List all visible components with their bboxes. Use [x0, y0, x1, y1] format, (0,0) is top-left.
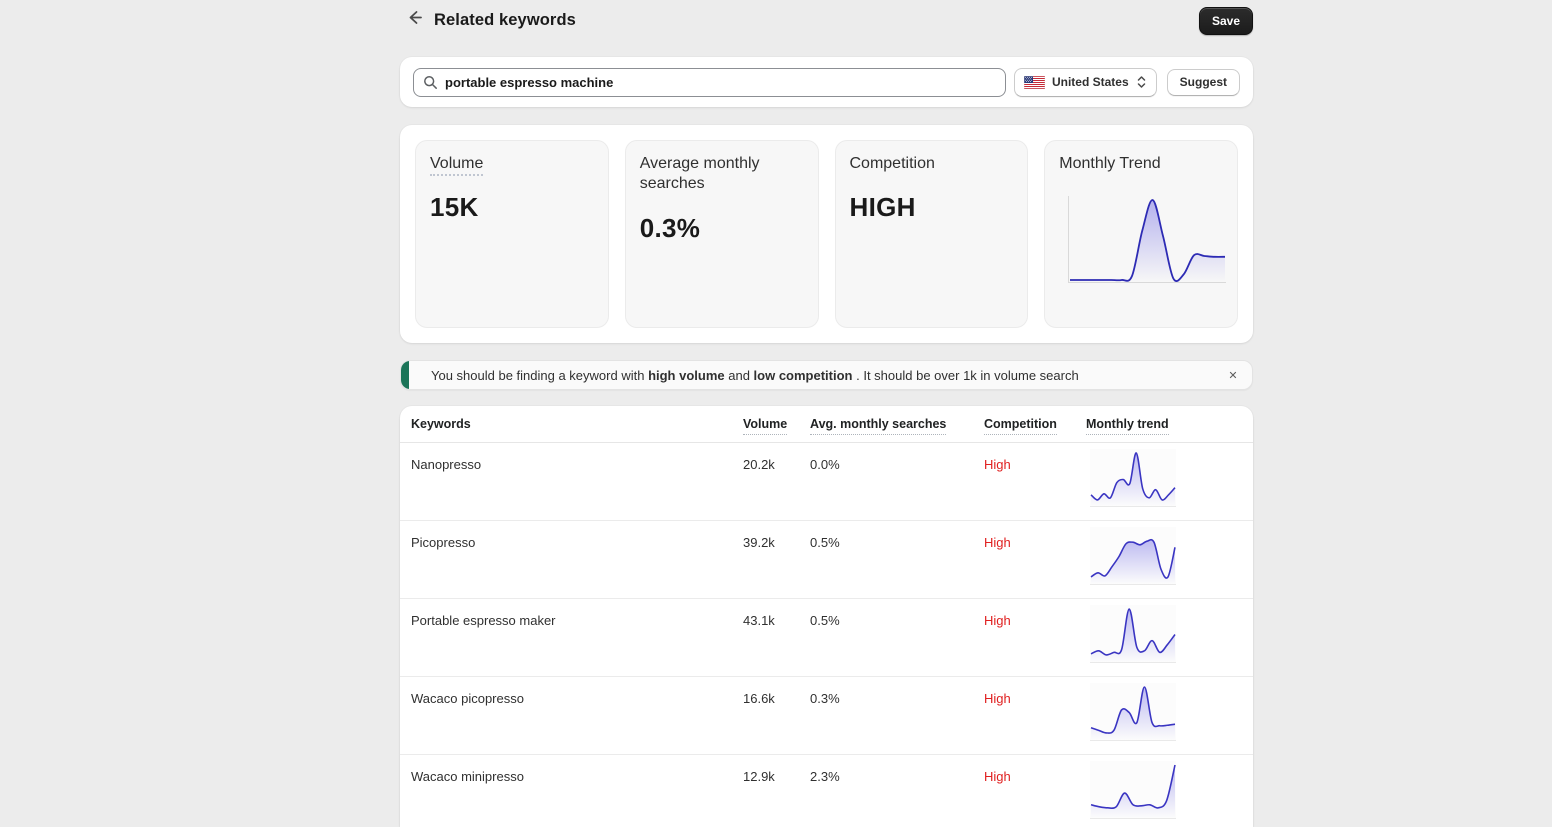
stat-card-monthly-trend: Monthly Trend: [1044, 140, 1238, 328]
trend-sparkline: [1090, 527, 1176, 585]
table-row: Wacaco picopresso 16.6k 0.3% High +: [400, 677, 1253, 755]
banner-accent-bar: [401, 361, 409, 389]
page-content: Related keywords Save: [400, 0, 1253, 827]
competition-cell: High: [984, 521, 1086, 550]
stat-label: Volume: [430, 154, 594, 174]
banner-close-button[interactable]: ✕: [1222, 364, 1244, 386]
keyword-cell: Wacaco picopresso: [411, 677, 743, 706]
keyword-cell: Wacaco minipresso: [411, 755, 743, 784]
keyword-cell: Portable espresso maker: [411, 599, 743, 628]
stat-value-avg-monthly-searches: 0.3%: [640, 213, 804, 244]
avg-monthly-searches-cell: 0.3%: [810, 677, 984, 706]
suggest-button[interactable]: Suggest: [1167, 69, 1240, 96]
keyword-search-field[interactable]: [413, 68, 1006, 97]
avg-monthly-searches-cell: 0.5%: [810, 599, 984, 628]
table-row: Portable espresso maker 43.1k 0.5% High …: [400, 599, 1253, 677]
table-row: Picopresso 39.2k 0.5% High +: [400, 521, 1253, 599]
volume-cell: 39.2k: [743, 521, 810, 550]
avg-monthly-searches-cell: 0.0%: [810, 443, 984, 472]
volume-cell: 12.9k: [743, 755, 810, 784]
updown-chevron-icon: [1136, 75, 1147, 89]
stat-value-competition: HIGH: [850, 192, 1014, 223]
keyword-table-body: Nanopresso 20.2k 0.0% High + Picopresso …: [400, 443, 1253, 827]
search-card: United States Suggest: [400, 57, 1253, 107]
header-avg-monthly-searches[interactable]: Avg. monthly searches: [810, 417, 984, 431]
table-header-row: Keywords Volume Avg. monthly searches Co…: [400, 406, 1253, 443]
volume-cell: 43.1k: [743, 599, 810, 628]
avg-monthly-searches-cell: 0.5%: [810, 521, 984, 550]
arrow-left-icon: [405, 8, 424, 32]
trend-sparkline: [1090, 605, 1176, 663]
trend-sparkline: [1090, 761, 1176, 819]
competition-cell: High: [984, 755, 1086, 784]
volume-cell: 16.6k: [743, 677, 810, 706]
competition-cell: High: [984, 599, 1086, 628]
keyword-cell: Picopresso: [411, 521, 743, 550]
stat-card-volume: Volume 15K: [415, 140, 609, 328]
back-button[interactable]: [400, 6, 428, 34]
stat-label: Competition: [850, 154, 1014, 174]
avg-monthly-searches-cell: 2.3%: [810, 755, 984, 784]
stat-label: Average monthly searches: [640, 154, 804, 195]
keyword-table: Keywords Volume Avg. monthly searches Co…: [400, 406, 1253, 827]
header-keywords: Keywords: [411, 417, 743, 431]
stats-section: Volume 15K Average monthly searches 0.3%…: [400, 125, 1253, 343]
us-flag-icon: [1024, 76, 1045, 89]
competition-cell: High: [984, 443, 1086, 472]
banner-text: You should be finding a keyword with hig…: [431, 368, 1222, 383]
stat-card-avg-monthly-searches: Average monthly searches 0.3%: [625, 140, 819, 328]
stat-card-competition: Competition HIGH: [835, 140, 1029, 328]
volume-cell: 20.2k: [743, 443, 810, 472]
tip-banner: You should be finding a keyword with hig…: [400, 360, 1253, 390]
header-volume[interactable]: Volume: [743, 417, 810, 431]
header-competition[interactable]: Competition: [984, 417, 1086, 431]
trend-sparkline: [1090, 683, 1176, 741]
country-select-value: United States: [1052, 75, 1129, 89]
table-row: Nanopresso 20.2k 0.0% High +: [400, 443, 1253, 521]
page-title: Related keywords: [434, 11, 576, 30]
header-monthly-trend[interactable]: Monthly trend: [1086, 417, 1200, 431]
magnifier-icon: [423, 75, 438, 90]
stat-value-volume: 15K: [430, 192, 594, 223]
save-button[interactable]: Save: [1199, 7, 1253, 35]
keyword-cell: Nanopresso: [411, 443, 743, 472]
search-input[interactable]: [445, 75, 996, 90]
monthly-trend-chart: [1068, 196, 1226, 283]
competition-cell: High: [984, 677, 1086, 706]
trend-sparkline: [1090, 449, 1176, 507]
stat-label: Monthly Trend: [1059, 154, 1223, 174]
table-row: Wacaco minipresso 12.9k 2.3% High +: [400, 755, 1253, 827]
country-select[interactable]: United States: [1014, 68, 1157, 97]
x-icon: ✕: [1228, 370, 1237, 382]
page-header: Related keywords Save: [400, 4, 1253, 36]
